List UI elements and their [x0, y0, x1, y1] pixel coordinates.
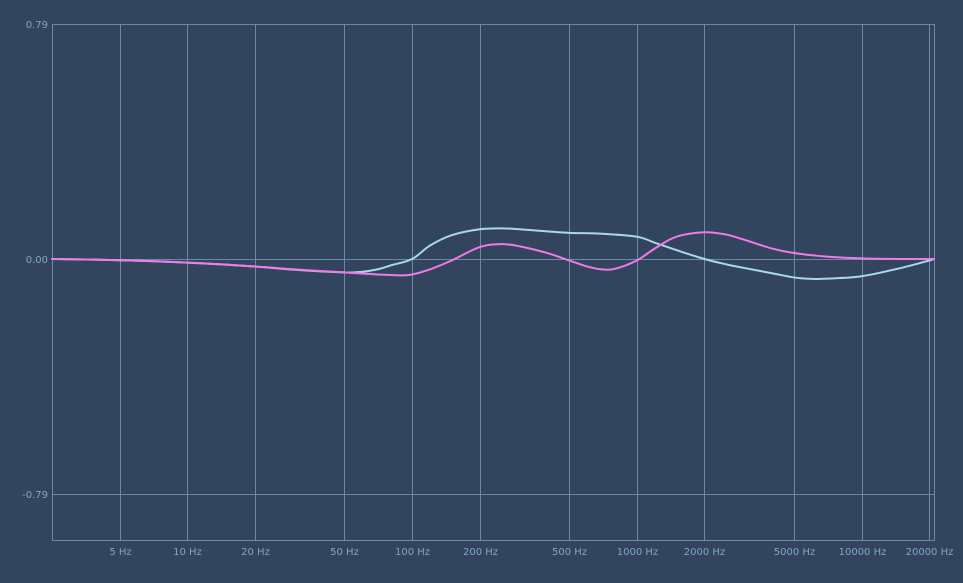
series-2-line	[51, 231, 935, 277]
x-tick-labels: 5 Hz 10 Hz 20 Hz 50 Hz 100 Hz 200 Hz 500 Hz 100…	[109, 547, 953, 558]
plot-area-border	[52, 24, 935, 541]
y-tick-label: 0.00	[26, 255, 48, 266]
y-gridlines	[52, 24, 934, 495]
x-tick-label: 20 Hz	[241, 547, 270, 558]
x-tick-label: 50 Hz	[330, 547, 359, 558]
x-tick-label: 10000 Hz	[839, 547, 887, 558]
x-tick-label: 200 Hz	[463, 547, 498, 558]
x-tick-label: 1000 Hz	[617, 547, 658, 558]
x-tick-label: 500 Hz	[552, 547, 587, 558]
series-layer	[51, 227, 935, 281]
x-tick-label: 20000 Hz	[906, 547, 954, 558]
y-tick-labels: 0.79 0.00 -0.79	[22, 20, 48, 501]
x-gridlines	[120, 24, 930, 540]
x-tick-label: 2000 Hz	[684, 547, 725, 558]
y-tick-label: 0.79	[26, 20, 48, 31]
x-tick-label: 100 Hz	[395, 547, 430, 558]
x-tick-label: 10 Hz	[173, 547, 202, 558]
y-tick-label: -0.79	[22, 490, 48, 501]
x-tick-label: 5000 Hz	[774, 547, 815, 558]
x-tick-label: 5 Hz	[109, 547, 131, 558]
